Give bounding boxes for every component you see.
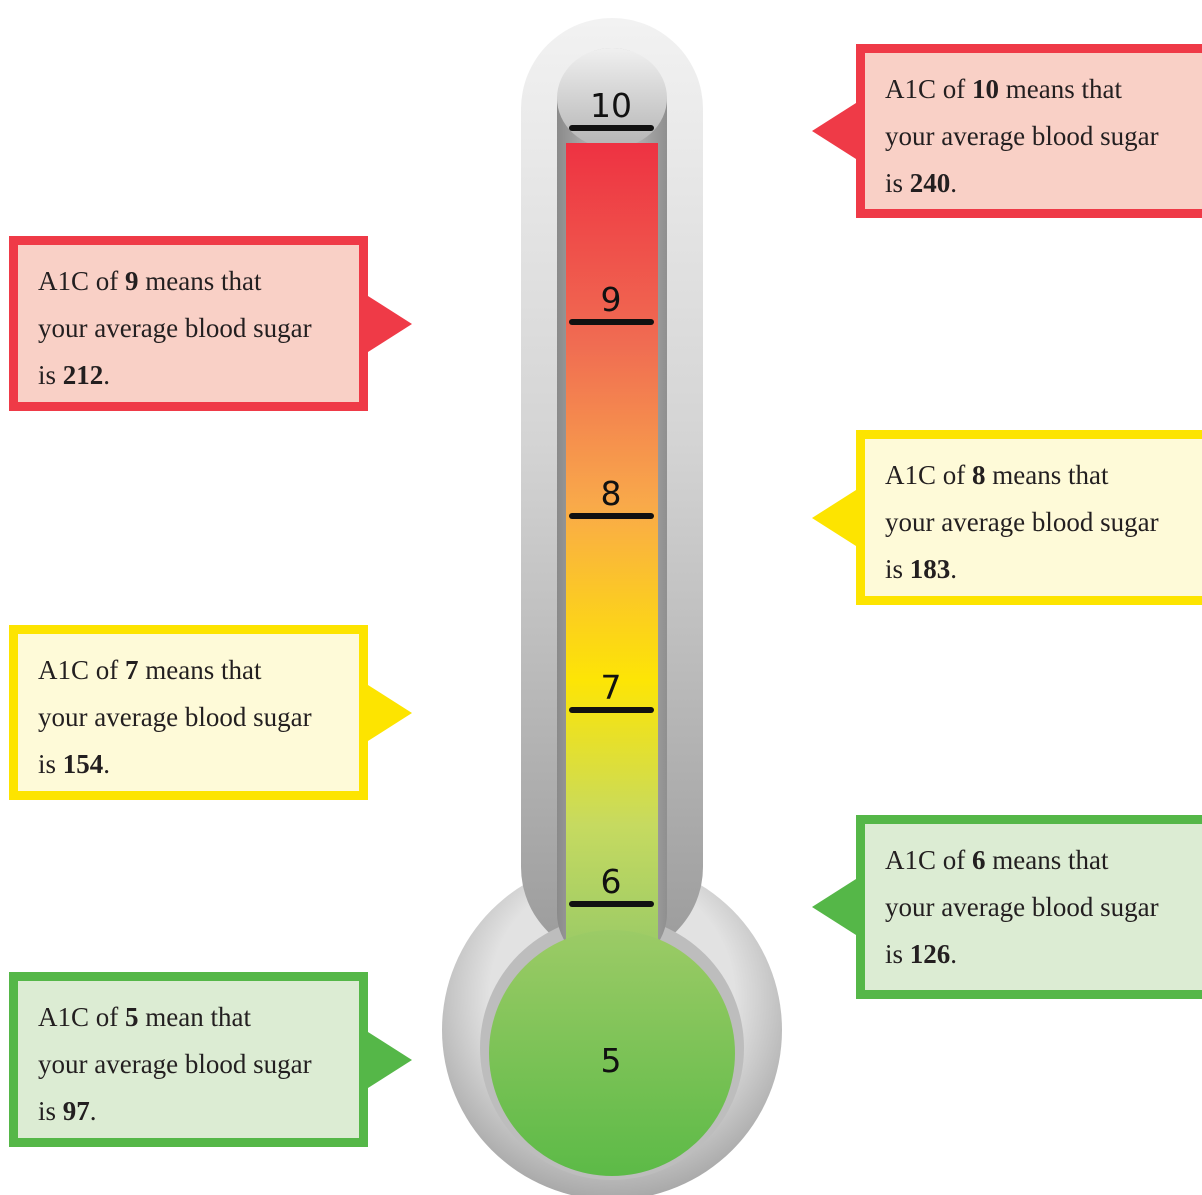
callout-line-2: your average blood sugar [38,702,312,732]
callout-pointer [812,103,856,159]
callout-line-3: is 97. [38,1096,97,1126]
callout-pointer [368,684,412,741]
callout-a1c-9: A1C of 9 means that your average blood s… [9,236,412,411]
callout-a1c-5: A1C of 5 mean that your average blood su… [9,972,412,1147]
callout-pointer [812,879,856,935]
a1c-value: 6 [972,845,986,875]
tick-label-6: 6 [601,862,622,901]
callout-a1c-8: A1C of 8 means that your average blood s… [812,430,1202,605]
callout-pointer [368,1031,412,1088]
tick-6: 6 [569,862,654,907]
callout-line-3: is 126. [885,939,958,969]
tick-7: 7 [569,668,654,713]
callout-a1c-6: A1C of 6 means that your average blood s… [812,815,1202,999]
callout-line-2: your average blood sugar [885,507,1159,537]
a1c-value: 8 [972,460,986,490]
a1c-value: 9 [125,266,139,296]
callout-line-2: your average blood sugar [885,121,1159,151]
callout-line-3: is 212. [38,360,111,390]
callout-pointer [812,489,856,546]
callout-line-2: your average blood sugar [38,313,312,343]
tick-8: 8 [569,474,654,519]
callout-line-1: A1C of 6 means that [885,845,1109,875]
blood-sugar-value: 212 [62,360,104,390]
callout-line-3: is 240. [885,168,958,198]
callout-line-1: A1C of 10 means that [885,74,1122,104]
bulb-label-5: 5 [601,1041,622,1080]
thermometer-fill [489,143,735,1176]
callout-line-2: your average blood sugar [38,1049,312,1079]
callout-a1c-10: A1C of 10 means that your average blood … [812,44,1202,218]
callout-line-1: A1C of 8 means that [885,460,1109,490]
blood-sugar-value: 154 [62,749,104,779]
callout-line-1: A1C of 7 means that [38,655,262,685]
tick-10: 10 [569,86,654,131]
tick-label-10: 10 [590,86,632,125]
tick-label-9: 9 [601,280,622,319]
blood-sugar-value: 240 [909,168,951,198]
blood-sugar-value: 126 [909,939,951,969]
a1c-value: 7 [125,655,139,685]
callout-line-1: A1C of 9 means that [38,266,262,296]
callout-line-2: your average blood sugar [885,892,1159,922]
callout-a1c-7: A1C of 7 means that your average blood s… [9,625,412,800]
callout-pointer [368,295,412,352]
blood-sugar-value: 183 [909,554,951,584]
tick-label-7: 7 [601,668,622,707]
callout-line-1: A1C of 5 mean that [38,1002,251,1032]
tick-label-8: 8 [601,474,622,513]
a1c-value: 5 [125,1002,139,1032]
a1c-value: 10 [972,74,999,104]
callout-line-3: is 183. [885,554,958,584]
callout-line-3: is 154. [38,749,111,779]
blood-sugar-value: 97 [62,1096,90,1126]
tick-9: 9 [569,280,654,325]
